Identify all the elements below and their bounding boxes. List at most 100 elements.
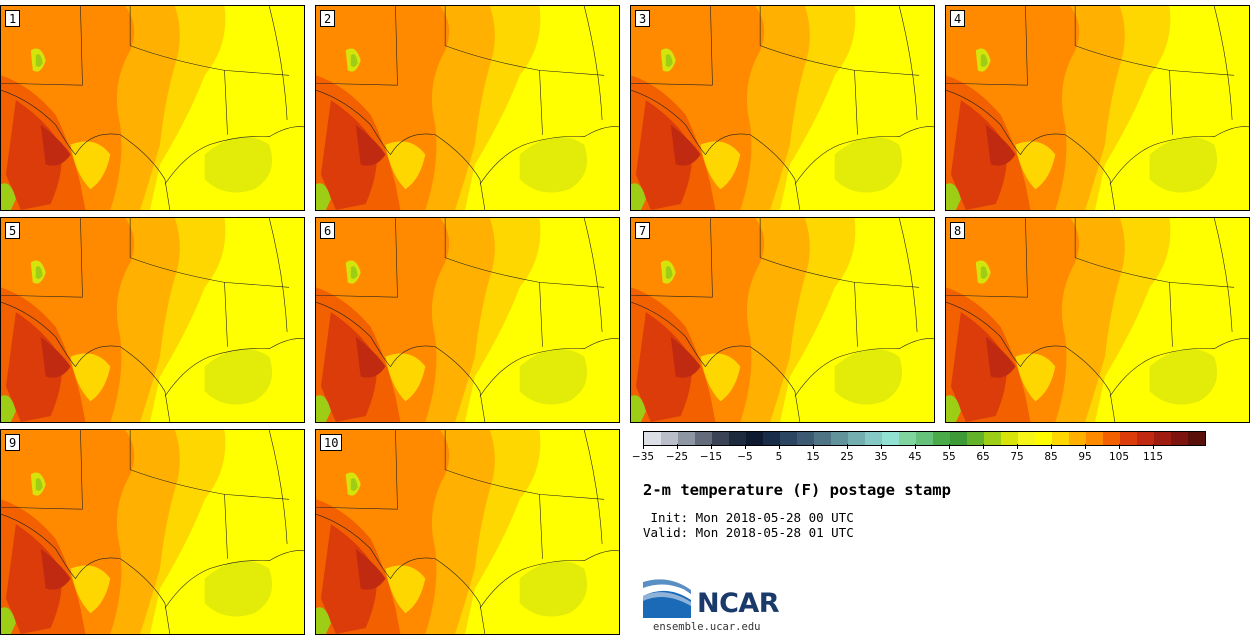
member-number: 7 [635, 222, 651, 239]
member-number: 3 [635, 10, 651, 27]
colorbar-tick-label: −5 [737, 451, 753, 463]
member-panel: 3 [630, 5, 935, 211]
colorbar-swatch [950, 432, 967, 445]
colorbar-swatch [984, 432, 1001, 445]
colorbar-swatch [1052, 432, 1069, 445]
temperature-map [1, 218, 304, 422]
colorbar-tick [949, 444, 950, 449]
member-panel: 1 [0, 5, 305, 211]
member-number: 10 [320, 434, 343, 451]
member-number: 2 [320, 10, 336, 27]
colorbar-swatch [1137, 432, 1154, 445]
colorbar-swatch [882, 432, 899, 445]
member-panel: 6 [315, 217, 620, 423]
colorbar-tick-label: 25 [840, 451, 854, 463]
colorbar-swatch [729, 432, 746, 445]
colorbar-tick [1085, 444, 1086, 449]
figure-title: 2-m temperature (F) postage stamp [643, 481, 951, 499]
colorbar-swatch [1018, 432, 1035, 445]
colorbar-swatch [1001, 432, 1018, 445]
member-number: 4 [950, 10, 966, 27]
colorbar-swatch [1171, 432, 1188, 445]
valid-time: Valid: Mon 2018-05-28 01 UTC [643, 525, 854, 540]
colorbar-tick [813, 444, 814, 449]
member-panel: 10 [315, 429, 620, 635]
colorbar-swatch [865, 432, 882, 445]
colorbar-tick-label: −15 [699, 451, 723, 463]
colorbar-swatch [644, 432, 661, 445]
member-number: 5 [5, 222, 21, 239]
colorbar-tick-labels: −35 −25 −15 −5 5 15 25 35 45 55 65 75 85 95 105 115 [632, 444, 1248, 466]
colorbar-swatch [933, 432, 950, 445]
member-panel: 7 [630, 217, 935, 423]
colorbar-tick-label: 45 [908, 451, 922, 463]
colorbar-swatch [814, 432, 831, 445]
colorbar-tick-label: −25 [665, 451, 689, 463]
temperature-map [946, 6, 1249, 210]
colorbar-tick [1051, 444, 1052, 449]
temperature-map [1, 430, 304, 634]
temperature-map [316, 430, 619, 634]
member-panel: 2 [315, 5, 620, 211]
ncar-logo-text: NCAR [697, 588, 780, 619]
colorbar-swatch [1120, 432, 1137, 445]
footer-url[interactable]: ensemble.ucar.edu [653, 621, 761, 633]
colorbar-tick [779, 444, 780, 449]
colorbar-tick-label: 35 [874, 451, 888, 463]
temperature-colorbar [643, 431, 1206, 446]
temperature-map [631, 6, 934, 210]
colorbar-swatch [1103, 432, 1120, 445]
colorbar-tick [711, 444, 712, 449]
temperature-map [1, 6, 304, 210]
colorbar-swatch [1069, 432, 1086, 445]
member-panel: 5 [0, 217, 305, 423]
colorbar-swatch [831, 432, 848, 445]
colorbar-tick-label: 75 [1010, 451, 1024, 463]
member-number: 8 [950, 222, 966, 239]
colorbar-swatch [1154, 432, 1171, 445]
member-panel: 9 [0, 429, 305, 635]
colorbar-swatch [1188, 432, 1205, 445]
temperature-map [946, 218, 1249, 422]
member-panel: 8 [945, 217, 1250, 423]
colorbar-tick [1119, 444, 1120, 449]
colorbar-tick [745, 444, 746, 449]
member-number: 9 [5, 434, 21, 451]
init-time: Init: Mon 2018-05-28 00 UTC [643, 510, 854, 525]
colorbar-swatch [695, 432, 712, 445]
ncar-logo-icon [643, 579, 691, 618]
colorbar-tick [1017, 444, 1018, 449]
colorbar-swatch [661, 432, 678, 445]
colorbar-tick-label: −35 [631, 451, 655, 463]
colorbar-swatch [967, 432, 984, 445]
colorbar-tick-label: 65 [976, 451, 990, 463]
colorbar-swatch [678, 432, 695, 445]
colorbar-tick-label: 55 [942, 451, 956, 463]
colorbar-swatch [797, 432, 814, 445]
colorbar-tick [677, 444, 678, 449]
temperature-map [631, 218, 934, 422]
colorbar-swatch [712, 432, 729, 445]
colorbar-tick-label: 95 [1078, 451, 1092, 463]
colorbar-tick-label: 115 [1142, 451, 1164, 463]
colorbar-swatch [1086, 432, 1103, 445]
colorbar-tick-label: 85 [1044, 451, 1058, 463]
colorbar-swatch [916, 432, 933, 445]
colorbar-swatch [746, 432, 763, 445]
colorbar-swatch [763, 432, 780, 445]
member-panel: 4 [945, 5, 1250, 211]
colorbar-swatch [848, 432, 865, 445]
member-number: 6 [320, 222, 336, 239]
colorbar-swatch [780, 432, 797, 445]
colorbar-tick [881, 444, 882, 449]
colorbar-swatch [1035, 432, 1052, 445]
member-number: 1 [5, 10, 21, 27]
colorbar-tick [915, 444, 916, 449]
colorbar-tick-label: 5 [775, 451, 783, 463]
colorbar-tick [643, 444, 644, 449]
colorbar-tick [847, 444, 848, 449]
colorbar-swatch [899, 432, 916, 445]
temperature-map [316, 218, 619, 422]
colorbar-tick-label: 15 [806, 451, 820, 463]
colorbar-tick-label: 105 [1108, 451, 1130, 463]
